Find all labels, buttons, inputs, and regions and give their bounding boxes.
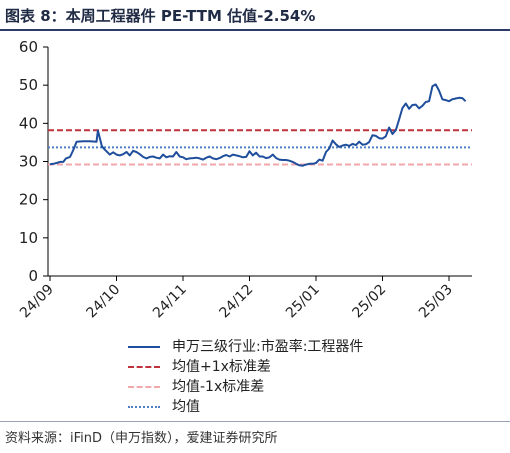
x-tick-label: 24/11 xyxy=(150,282,190,322)
source-divider xyxy=(0,421,510,422)
legend-item: 均值 xyxy=(128,397,458,417)
y-tick-label: 0 xyxy=(28,267,38,285)
legend-label: 均值-1x标准差 xyxy=(172,379,265,395)
legend-label: 均值 xyxy=(172,399,200,415)
legend-item: 均值-1x标准差 xyxy=(128,377,458,397)
legend-swatch xyxy=(128,386,160,388)
figure-title: 图表 8：本周工程器件 PE-TTM 估值-2.54% xyxy=(5,7,316,25)
chart-legend: 申万三级行业:市盈率:工程器件 均值+1x标准差 均值-1x标准差 均值 xyxy=(128,337,458,417)
legend-label: 申万三级行业:市盈率:工程器件 xyxy=(172,339,364,355)
x-tick-label: 25/03 xyxy=(416,282,456,322)
title-divider xyxy=(0,29,510,31)
pe-ttm-chart: 0 10 20 30 40 50 60 24/09 24/10 24/11 24/12 25/01 25… xyxy=(17,38,472,322)
y-tick-label: 60 xyxy=(19,38,38,56)
y-tick-label: 40 xyxy=(19,114,38,132)
figure-header: 图表 8：本周工程器件 PE-TTM 估值-2.54% xyxy=(0,0,510,31)
y-tick-label: 50 xyxy=(19,76,38,94)
source-note: 资料来源：iFinD（申万指数），爱建证券研究所 xyxy=(5,431,278,446)
pe-ttm-line xyxy=(49,83,467,167)
x-tick-label: 25/02 xyxy=(349,282,389,322)
y-tick-label: 30 xyxy=(19,153,38,171)
x-tick-label: 24/09 xyxy=(17,282,57,322)
x-tick-label: 24/10 xyxy=(83,282,123,322)
y-tick-label: 10 xyxy=(19,229,38,247)
x-tick-label: 24/12 xyxy=(216,282,256,322)
legend-swatch xyxy=(128,346,160,348)
legend-swatch xyxy=(128,366,160,368)
legend-item: 申万三级行业:市盈率:工程器件 xyxy=(128,337,458,357)
legend-swatch xyxy=(128,406,160,408)
legend-item: 均值+1x标准差 xyxy=(128,357,458,377)
y-tick-label: 20 xyxy=(19,191,38,209)
x-tick-label: 25/01 xyxy=(283,282,323,322)
legend-label: 均值+1x标准差 xyxy=(172,359,271,375)
